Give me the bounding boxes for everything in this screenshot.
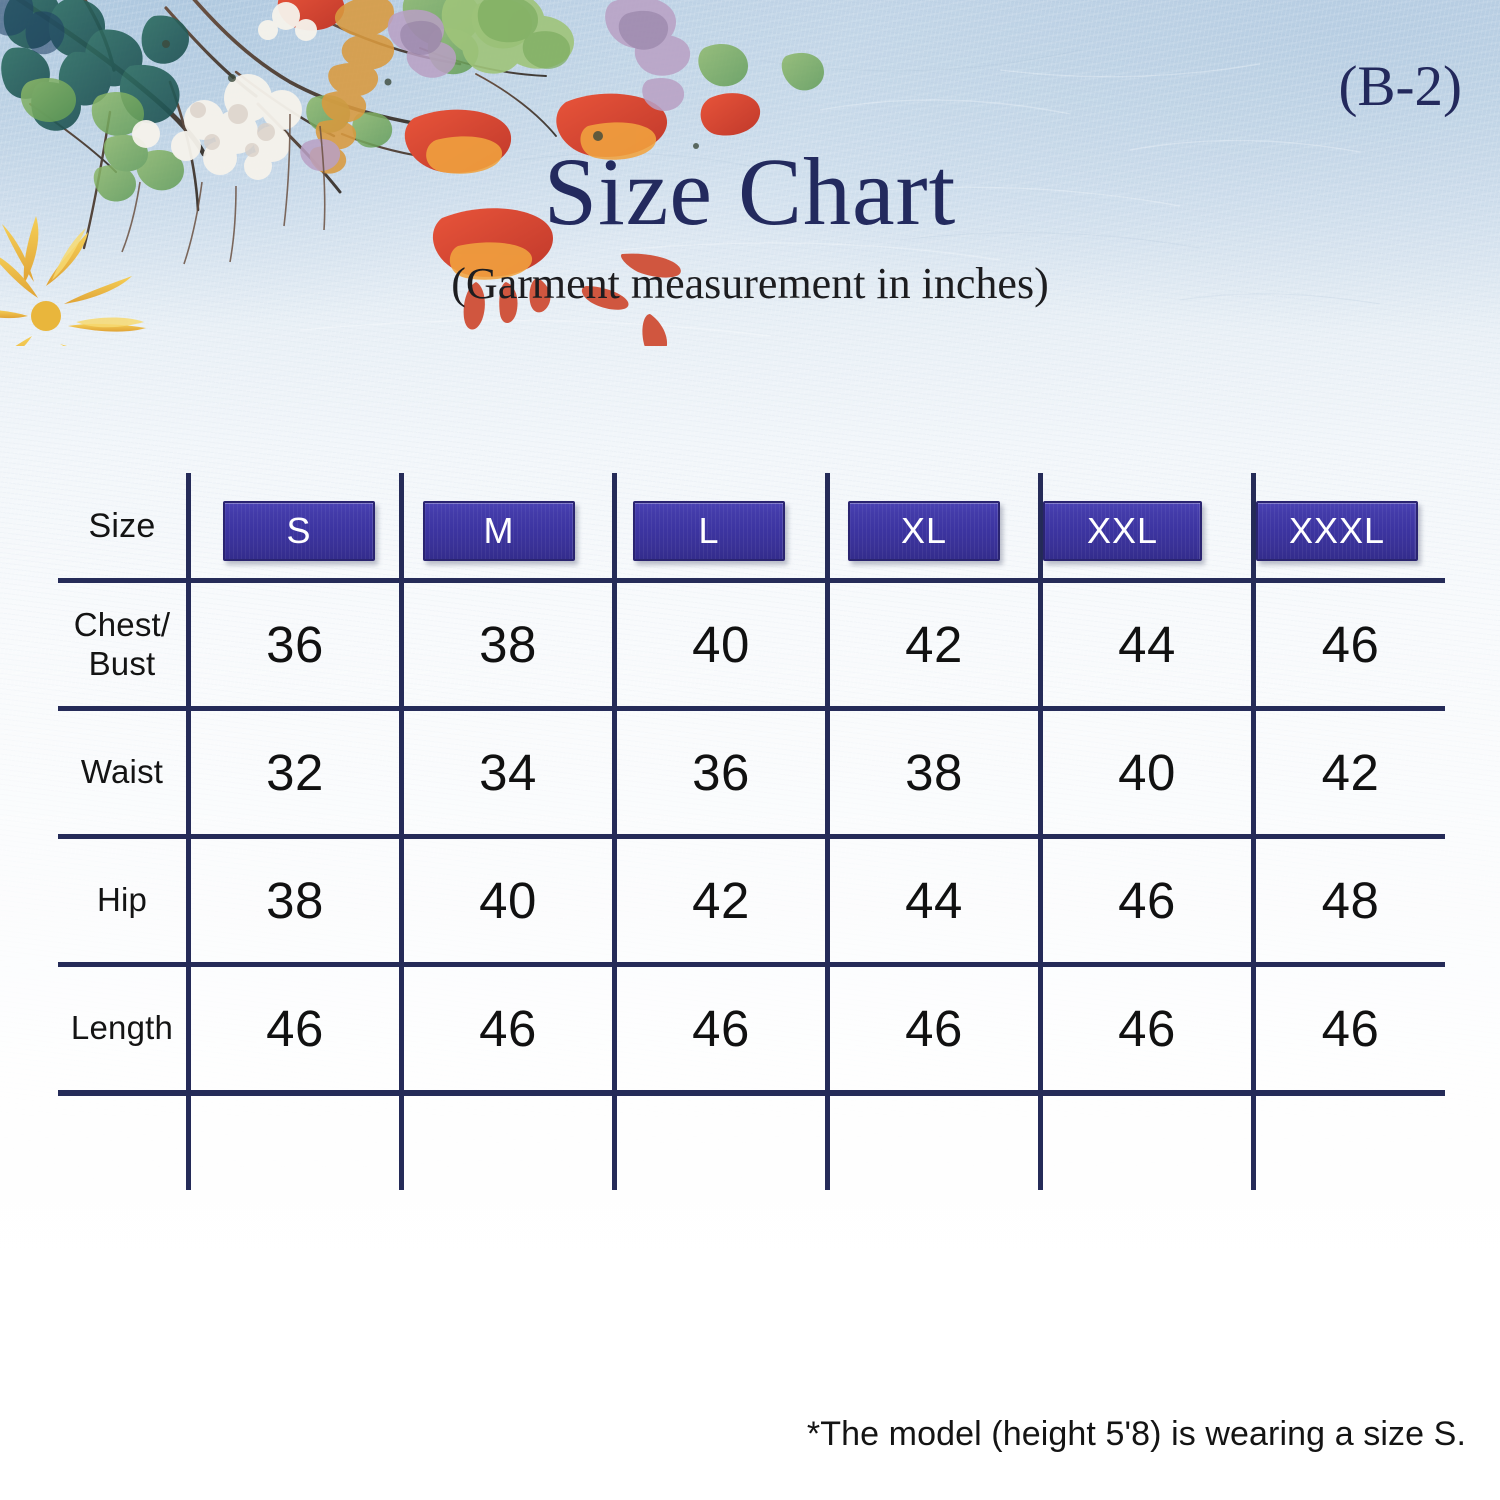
table-cell: 36 (692, 744, 750, 801)
table-hline (58, 962, 1445, 967)
table-cell: 42 (692, 872, 750, 929)
page-subtitle: (Garment measurement in inches) (451, 259, 1049, 308)
size-badge-l[interactable]: L (633, 501, 785, 561)
size-badge-label: XL (900, 510, 948, 551)
table-vline (1251, 473, 1256, 1190)
table-cell: 32 (266, 744, 324, 801)
size-badge-s[interactable]: S (223, 501, 375, 561)
table-hline (58, 578, 1445, 583)
table-vline (399, 473, 404, 1190)
size-badge-label: S (286, 510, 312, 551)
table-header-size-label: Size (88, 506, 156, 545)
table-cell: 36 (266, 616, 324, 673)
table-row-label-line2: Bust (88, 644, 156, 682)
table-row-label: Chest/ Bust (58, 583, 186, 706)
table-hline (58, 1090, 1445, 1096)
table-cell: 34 (479, 744, 537, 801)
table-vline (612, 473, 617, 1190)
table-vline (1038, 473, 1043, 1190)
table-vline (825, 473, 830, 1190)
table-vline (186, 473, 191, 1190)
size-badge-m[interactable]: M (423, 501, 575, 561)
model-size-footnote: *The model (height 5'8) is wearing a siz… (806, 1415, 1466, 1453)
size-chart-table: Size S M L XL XXL XXXL Chest/ Bust 36 38… (58, 473, 1445, 1190)
table-cell: 46 (692, 1000, 750, 1057)
table-cell: 44 (1118, 616, 1176, 673)
table-cell: 44 (905, 872, 963, 929)
table-cell: 46 (905, 1000, 963, 1057)
table-cell: 38 (905, 744, 963, 801)
size-badge-xxxl[interactable]: XXXL (1256, 501, 1418, 561)
table-cell: 38 (479, 616, 537, 673)
table-row-label: Length (70, 1009, 174, 1047)
page-title: Size Chart (543, 138, 957, 245)
table-hline (58, 834, 1445, 839)
background-scratches-icon (299, 49, 1381, 337)
table-row-label: Waist (80, 753, 164, 791)
table-cell: 46 (1321, 616, 1380, 673)
table-cell: 46 (266, 1000, 324, 1057)
table-cell: 40 (692, 616, 750, 673)
table-cell: 42 (905, 616, 963, 673)
table-cell: 46 (1118, 1000, 1176, 1057)
table-cell: 40 (479, 872, 537, 929)
table-row-label-line1: Chest/ (73, 605, 171, 643)
table-cell: 46 (1321, 1000, 1380, 1057)
variant-code-label: (B-2) (1338, 55, 1462, 118)
size-badge-xl[interactable]: XL (848, 501, 1000, 561)
table-cell: 38 (266, 872, 324, 929)
table-cell: 48 (1321, 872, 1380, 929)
size-badge-xxl[interactable]: XXL (1043, 501, 1202, 561)
size-badge-label: L (698, 510, 720, 551)
size-badge-label: XXL (1086, 510, 1159, 551)
table-row-label: Hip (96, 881, 148, 919)
table-cell: 46 (1118, 872, 1176, 929)
table-cell: 42 (1321, 744, 1380, 801)
table-hline (58, 706, 1445, 711)
table-cell: 40 (1118, 744, 1176, 801)
size-badge-label: M (483, 510, 515, 551)
table-cell: 46 (479, 1000, 537, 1057)
size-badge-label: XXXL (1288, 510, 1386, 551)
